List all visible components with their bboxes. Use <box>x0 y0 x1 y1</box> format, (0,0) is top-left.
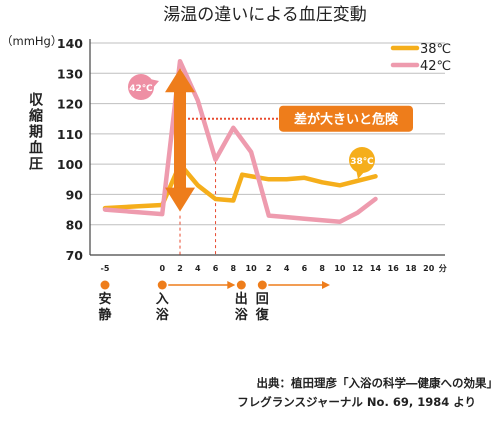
x-unit-label: 分 <box>439 263 447 273</box>
x-tick-label: 4 <box>195 264 201 273</box>
y-tick-label: 100 <box>57 157 83 172</box>
annotation-layer: 差が大きいと危険 42℃ 38℃ <box>128 68 413 212</box>
x-tick-label: 2 <box>266 264 272 273</box>
source-line-2: フレグランスジャーナル No. 69, 1984 より <box>237 395 476 409</box>
bubble-38-tail <box>356 169 365 179</box>
legend-label-38℃: 38℃ <box>420 42 451 57</box>
y-tick-label: 80 <box>66 218 84 233</box>
phase-label-char: 安 <box>98 291 111 307</box>
phase-label-char: 出 <box>235 291 248 307</box>
phase-dot <box>257 280 267 290</box>
callout-text: 差が大きいと危険 <box>294 112 399 128</box>
source-line-1: 出典：植田理彦「入浴の科学―健康への効果」 <box>257 376 499 390</box>
y-tick-label: 70 <box>66 248 84 263</box>
x-tick-label: 10 <box>246 264 258 273</box>
bubble-38-text: 38℃ <box>350 157 374 167</box>
series-line-38℃ <box>102 161 378 211</box>
phase-label-char: 復 <box>255 307 270 323</box>
phase-dot <box>236 280 246 290</box>
phase-dot <box>100 280 110 290</box>
recovery-arrow-head <box>322 281 330 289</box>
phase-label-char: 静 <box>98 307 111 323</box>
bubble-38-circle <box>349 147 375 173</box>
x-tick-label: 6 <box>302 264 308 273</box>
grid-layer <box>90 42 445 256</box>
x-tick-label: 18 <box>405 264 417 273</box>
double-arrow-head-up <box>165 68 196 93</box>
x-tick-label: 6 <box>213 264 219 273</box>
y-unit-label: （mmHg） <box>1 34 62 48</box>
phase-label-char: 回 <box>256 292 269 307</box>
bath-duration-arrow-head <box>227 281 236 289</box>
legend: 38℃42℃ <box>390 42 451 74</box>
double-arrow-head-down <box>165 187 196 212</box>
phase-label-char: 浴 <box>156 307 170 323</box>
x-tick-label: 2 <box>177 264 183 273</box>
callout-box <box>279 105 413 132</box>
y-tick-label: 120 <box>57 97 83 112</box>
x-tick-label: 8 <box>231 264 237 273</box>
marker-layer <box>179 161 217 255</box>
y-tick-label: 110 <box>57 127 83 142</box>
y-tick-label: 90 <box>66 187 84 202</box>
x-tick-label: -5 <box>101 264 110 273</box>
x-tick-label: 14 <box>370 264 382 273</box>
phase-dot <box>157 280 167 290</box>
y-tick-label: 140 <box>57 36 83 51</box>
y-axis-label: 収縮期血圧 <box>27 91 43 172</box>
phase-label-char: 入 <box>156 292 169 307</box>
x-tick-label: 8 <box>319 264 325 273</box>
x-tick-label: 12 <box>352 264 363 273</box>
bubble-42-text: 42℃ <box>129 84 153 94</box>
bubble-42-circle <box>128 74 154 100</box>
x-tick-label: 16 <box>388 264 400 273</box>
x-tick-label: 0 <box>159 264 165 273</box>
y-tick-label: 130 <box>57 66 83 81</box>
axis-layer: 70 80 90 100 110 120 130 140 -5 0 2 4 6 8 10 2 4 6 8 10 12 14… <box>57 36 447 273</box>
chart-title: 湯温の違いによる血圧変動 <box>163 5 367 25</box>
series-line-42℃ <box>102 58 378 224</box>
x-tick-label: 4 <box>284 264 290 273</box>
bubble-42-tail <box>150 79 159 89</box>
x-tick-label: 10 <box>334 264 346 273</box>
phase-label-char: 浴 <box>235 307 249 323</box>
x-tick-label: 20 <box>423 264 435 273</box>
legend-label-42℃: 42℃ <box>420 59 451 74</box>
double-arrow-shaft <box>174 88 187 192</box>
